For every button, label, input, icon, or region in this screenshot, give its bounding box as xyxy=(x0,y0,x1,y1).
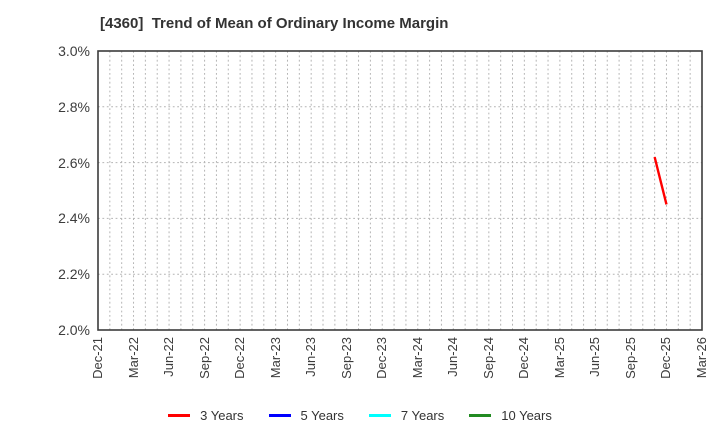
legend-item-5-years: 5 Years xyxy=(268,408,344,423)
legend-item-10-years: 10 Years xyxy=(469,408,552,423)
x-tick-label: Jun-25 xyxy=(587,337,603,377)
legend-label: 7 Years xyxy=(400,408,445,423)
x-tick-label: Sep-24 xyxy=(480,337,496,379)
legend-label: 10 Years xyxy=(501,408,552,423)
y-tick-label: 2.0% xyxy=(58,322,90,338)
chart-frame xyxy=(97,50,703,331)
x-tick-label: Sep-25 xyxy=(622,337,638,379)
legend-swatch-5-years xyxy=(268,414,291,417)
legend-label: 3 Years xyxy=(200,408,244,423)
y-tick-label: 2.2% xyxy=(58,266,90,283)
legend-swatch-10-years xyxy=(469,414,492,417)
x-tick-label: Mar-22 xyxy=(125,337,141,379)
x-tick-label: Dec-21 xyxy=(90,337,105,379)
x-tick-label: Dec-23 xyxy=(374,337,390,379)
x-tick-label: Mar-25 xyxy=(551,337,567,379)
x-tick-label: Mar-26 xyxy=(694,337,709,379)
x-tick-label: Jun-22 xyxy=(161,337,177,377)
x-tick-label: Dec-24 xyxy=(516,337,532,379)
y-tick-label: 2.4% xyxy=(58,210,90,227)
chart-title: [4360] Trend of Mean of Ordinary Income … xyxy=(100,15,449,32)
y-tick-label: 2.8% xyxy=(58,98,90,115)
legend: 3 Years 5 Years 7 Years 10 Years xyxy=(0,408,720,423)
legend-item-3-years: 3 Years xyxy=(168,408,244,423)
x-tick-label: Mar-24 xyxy=(409,337,425,379)
y-tick-label: 2.6% xyxy=(58,154,90,171)
x-tick-label: Jun-24 xyxy=(445,337,461,377)
x-tick-label: Jun-23 xyxy=(303,337,319,377)
legend-label: 5 Years xyxy=(300,408,344,423)
legend-swatch-7-years xyxy=(368,414,391,417)
y-tick-label: 3.0% xyxy=(58,43,90,59)
x-tick-label: Dec-22 xyxy=(232,337,248,379)
x-tick-label: Dec-25 xyxy=(658,337,674,379)
x-tick-label: Mar-23 xyxy=(267,337,283,379)
legend-item-7-years: 7 Years xyxy=(368,408,445,423)
x-tick-label: Sep-22 xyxy=(196,337,212,379)
legend-swatch-3-years xyxy=(168,414,191,417)
x-tick-label: Sep-23 xyxy=(338,337,354,379)
series-line-3-years xyxy=(653,156,668,205)
plot-area xyxy=(97,50,703,331)
